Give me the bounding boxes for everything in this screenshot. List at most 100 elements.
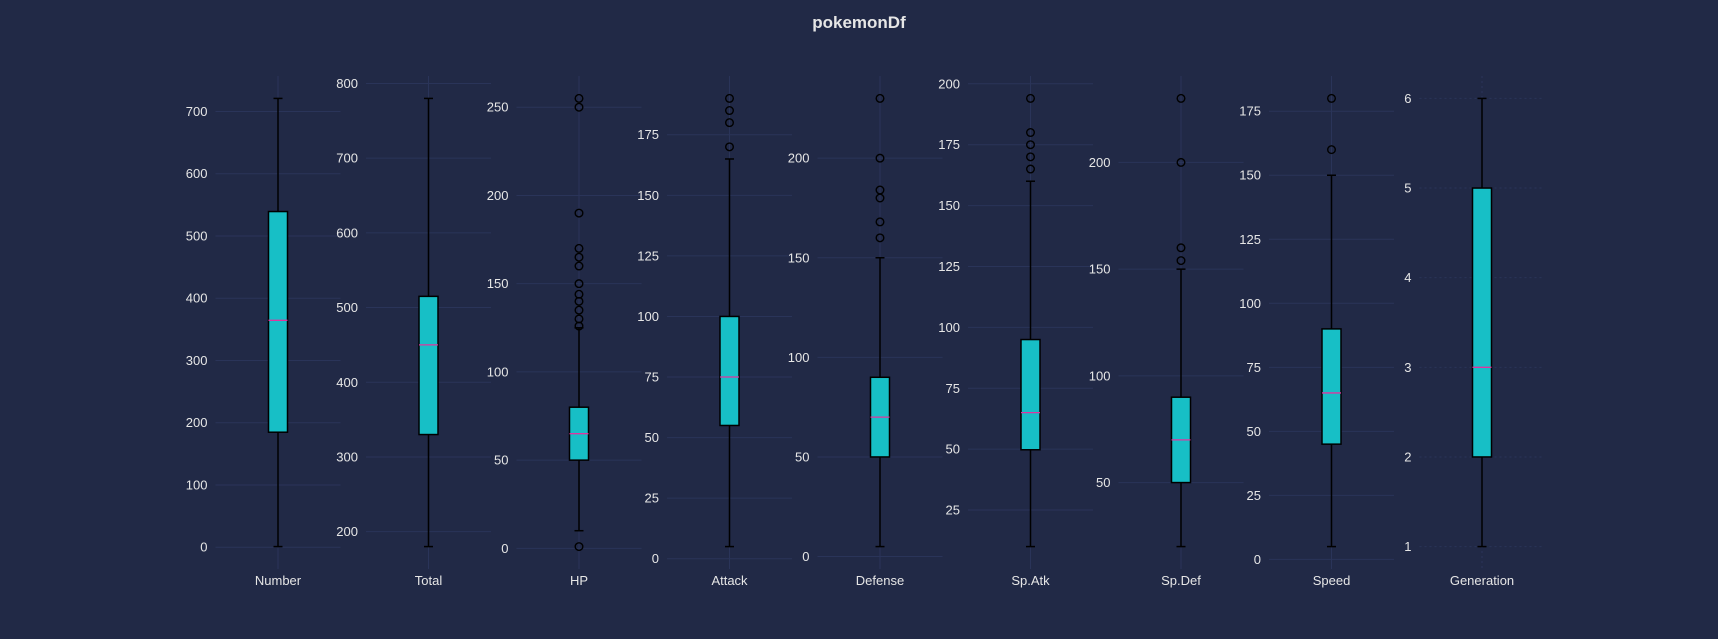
iqr-box [1020,338,1041,451]
y-tick-label: 2 [1404,449,1411,464]
panel-total: 200 300 400 500 600 700 800 Total [336,76,491,588]
outlier-point [1326,93,1336,103]
y-tick-label: 500 [186,228,208,243]
y-tick-label: 150 [1089,262,1111,277]
y-tick-label: 700 [336,151,358,166]
panel-defense: 0 50 100 150 200 Defense [788,76,943,588]
y-tick-label: 300 [186,353,208,368]
outlier-point [1176,93,1186,103]
y-tick-label: 125 [938,259,960,274]
outlier-point [574,208,584,218]
y-tick-label: 125 [637,248,659,263]
y-tick-label: 500 [336,300,358,315]
y-tick-label: 700 [186,104,208,119]
y-tick-label: 125 [1239,232,1261,247]
y-tick-label: 75 [946,381,960,396]
y-tick-label: 0 [200,540,207,555]
panel-sp-def: 50 100 150 200 Sp.Def [1089,76,1244,588]
outlier-point [875,185,885,195]
y-tick-label: 50 [645,430,659,445]
x-tick-label: Speed [1313,573,1351,588]
outlier-point [875,153,885,163]
y-tick-label: 0 [1254,552,1261,567]
outlier-point [875,93,885,103]
y-tick-label: 200 [788,151,810,166]
outlier-point [1176,157,1186,167]
outlier-point [574,243,584,253]
outlier-point [574,261,584,271]
y-tick-label: 150 [487,276,509,291]
y-tick-label: 0 [802,549,809,564]
y-tick-label: 100 [487,364,509,379]
y-tick-label: 250 [487,100,509,115]
iqr-box [1321,328,1342,445]
y-tick-label: 175 [1239,104,1261,119]
x-tick-label: Attack [711,573,748,588]
y-tick-label: 50 [1247,424,1261,439]
outlier-point [725,118,735,128]
y-tick-label: 0 [501,541,508,556]
y-tick-label: 75 [645,370,659,385]
y-tick-label: 50 [795,449,809,464]
y-tick-label: 600 [186,166,208,181]
chart-title: pokemonDf [812,13,906,32]
outlier-point [1176,243,1186,253]
iqr-box [1471,187,1493,458]
iqr-box [719,315,740,427]
y-tick-label: 50 [946,442,960,457]
outlier-point [1326,145,1336,155]
y-tick-label: 400 [186,291,208,306]
y-tick-label: 175 [938,137,960,152]
outlier-point [1025,140,1035,150]
outlier-point [875,233,885,243]
y-tick-label: 50 [1096,475,1110,490]
outlier-point [574,289,584,299]
y-tick-label: 100 [637,309,659,324]
y-tick-label: 4 [1404,270,1411,285]
y-tick-label: 200 [1089,155,1111,170]
outlier-point [574,93,584,103]
y-tick-label: 100 [1239,296,1261,311]
y-tick-label: 5 [1404,181,1411,196]
panel-attack: 0 25 50 75 100 125 150 175 Attack [637,76,792,588]
y-tick-label: 25 [1247,488,1261,503]
panel-speed: 0 25 50 75 100 125 150 175 Speed [1239,76,1394,588]
iqr-box [267,210,289,433]
outlier-point [574,252,584,262]
outlier-point [574,305,584,315]
outlier-point [574,542,584,552]
panel-generation: 1 2 3 4 5 6 Generation [1404,76,1545,588]
y-tick-label: 6 [1404,91,1411,106]
x-tick-label: Sp.Def [1161,573,1201,588]
outlier-point [1025,128,1035,138]
outlier-point [1176,256,1186,266]
x-tick-label: Generation [1450,573,1514,588]
y-tick-label: 50 [494,453,508,468]
outlier-point [574,279,584,289]
iqr-box [418,295,439,436]
y-tick-label: 200 [938,76,960,91]
panel-number: 0 100 200 300 400 500 600 700 Number [186,76,341,588]
outlier-point [1025,152,1035,162]
y-tick-label: 75 [1247,360,1261,375]
y-tick-label: 100 [938,320,960,335]
y-tick-label: 0 [652,551,659,566]
y-tick-label: 300 [336,449,358,464]
x-tick-label: Sp.Atk [1011,573,1050,588]
outlier-point [574,102,584,112]
y-tick-label: 100 [186,477,208,492]
panel-sp-atk: 25 50 75 100 125 150 175 200 Sp.Atk [938,76,1093,588]
x-tick-label: Defense [856,573,904,588]
y-tick-label: 25 [946,503,960,518]
y-tick-label: 600 [336,225,358,240]
y-tick-label: 200 [487,188,509,203]
y-tick-label: 100 [788,350,810,365]
outlier-point [725,93,735,103]
outlier-point [725,106,735,116]
y-tick-label: 25 [645,491,659,506]
x-tick-label: HP [570,573,588,588]
x-tick-label: Total [415,573,443,588]
y-tick-label: 800 [336,76,358,91]
